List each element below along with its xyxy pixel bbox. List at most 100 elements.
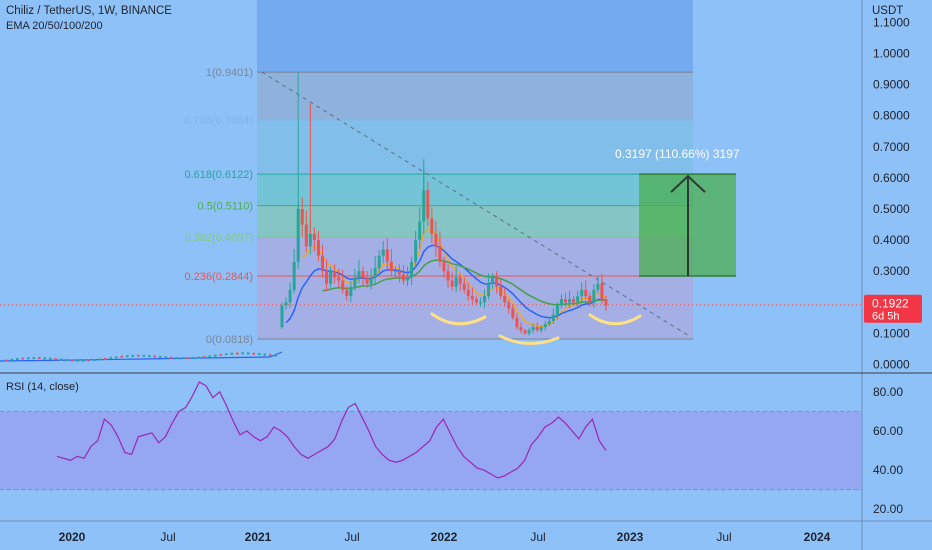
target-arrow-head (670, 174, 706, 193)
price-tick-label: 0.8000 (873, 109, 910, 123)
fib-level-label: 0.5(0.5110) (198, 201, 253, 213)
candle-body (434, 233, 438, 247)
time-tick-label: Jul (344, 530, 359, 544)
rsi-tick-label: 20.00 (873, 502, 903, 516)
time-tick-label: 2020 (59, 530, 86, 544)
candle-body (333, 271, 337, 278)
time-tick-label: Jul (530, 530, 545, 544)
candle-body (353, 277, 357, 287)
candles (5, 72, 608, 362)
candle-body (258, 353, 261, 356)
rsi-tick-label: 80.00 (873, 385, 903, 399)
fib-level-label: 0.382(0.4097) (185, 232, 254, 244)
candle-body (181, 357, 184, 360)
candle-body (527, 330, 531, 334)
candle-body (21, 357, 24, 360)
candle-body (410, 261, 414, 278)
candle-body (393, 271, 397, 273)
pattern-curve (430, 312, 487, 326)
candle-body (104, 357, 107, 360)
candle-body (422, 190, 426, 222)
candle-body (491, 277, 495, 284)
top-range-fill (257, 0, 693, 73)
candle-body (38, 357, 41, 360)
price-tick-label: 1.0000 (873, 47, 910, 61)
candle-body (365, 277, 369, 284)
candle-body (539, 327, 543, 331)
indicator-legend: EMA 20/50/100/200 (6, 20, 103, 32)
candle-body (345, 289, 349, 297)
ema-line (0, 351, 283, 362)
fib-zone (257, 276, 693, 340)
candle-body (175, 357, 178, 360)
candle-body (137, 354, 140, 357)
fib-level-label: 0.236(0.2844) (185, 271, 254, 283)
candle-body (308, 233, 312, 247)
candle-body (438, 246, 442, 262)
candle-body (568, 299, 572, 303)
candle-body (487, 283, 491, 297)
candle-body (507, 302, 511, 309)
candle-body (274, 354, 277, 357)
time-tick-label: Jul (160, 530, 175, 544)
candle-body (402, 274, 405, 281)
candle-body (71, 359, 74, 362)
candle-body (414, 240, 418, 262)
candle-body (555, 305, 559, 315)
candle-body (543, 324, 547, 328)
candle-body (426, 190, 430, 219)
target-annotation: 0.3197 (110.66%) 3197 (615, 147, 740, 161)
price-tick-label: 1.1000 (873, 15, 910, 29)
candle-body (170, 356, 173, 359)
price-tick-label: 0.3000 (873, 264, 910, 278)
candle-body (551, 314, 555, 321)
candle-countdown-label: 6d 5h (872, 311, 900, 323)
price-tick-label: 0.1000 (873, 326, 910, 340)
chart-title: Chiliz / TetherUS, 1W, BINANCE (6, 5, 172, 17)
candle-body (592, 289, 596, 303)
candle-body (470, 296, 474, 300)
candle-body (60, 358, 63, 361)
candle-body (458, 277, 462, 284)
candle-body (381, 249, 385, 256)
price-tick-label: 0.5000 (873, 202, 910, 216)
candle-body (76, 359, 79, 362)
candle-body (559, 299, 563, 306)
rsi-legend: RSI (14, close) (6, 381, 79, 393)
candle-body (219, 353, 222, 356)
candle-body (192, 357, 195, 360)
descending-trendline (261, 71, 691, 337)
candle-body (269, 354, 272, 357)
candle-body (430, 218, 434, 234)
curve-annotations (430, 312, 642, 345)
candle-body (519, 327, 523, 331)
current-price-tag (864, 294, 922, 323)
time-tick-label: 2022 (431, 530, 458, 544)
price-tick-label: 0.4000 (873, 233, 910, 247)
fib-zone (257, 205, 693, 238)
fib-zone (257, 174, 693, 206)
candle-body (304, 224, 308, 247)
candle-body (511, 308, 515, 318)
candle-body (377, 255, 381, 269)
candle-body (93, 359, 96, 362)
pattern-curve (588, 313, 642, 326)
candle-body (321, 255, 324, 272)
candle-body (126, 355, 129, 358)
candle-body (87, 359, 90, 362)
candle-body (446, 271, 450, 281)
candle-body (263, 353, 266, 356)
candle-body (329, 271, 333, 284)
time-tick-label: Jul (716, 530, 731, 544)
fib-level-label: 0.618(0.6122) (185, 169, 254, 181)
candle-body (208, 355, 211, 358)
candle-body (49, 357, 52, 360)
candle-body (280, 305, 284, 328)
rsi-band (0, 411, 862, 490)
candle-body (186, 357, 189, 360)
candle-body (153, 355, 156, 358)
candle-body (316, 240, 320, 256)
